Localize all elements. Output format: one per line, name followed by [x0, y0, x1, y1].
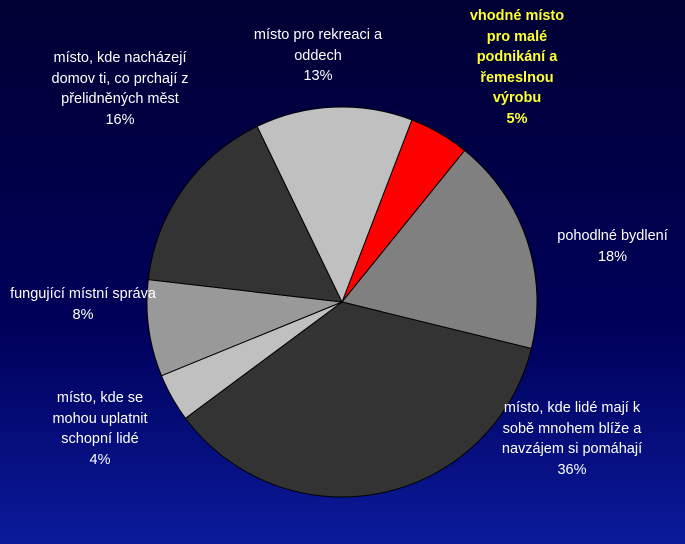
- slice-label: místo pro rekreaci a oddech 13%: [248, 25, 388, 87]
- pie-slice: [256, 106, 413, 304]
- category-name: místo, kde lidé mají k sobě mnohem blíže…: [501, 400, 643, 457]
- category-name: místo, kde nacházejí domov ti, co prchaj…: [51, 50, 189, 107]
- category-name: fungující místní správa: [10, 286, 156, 302]
- category-name: vhodné místo pro malé podnikání a řemesl…: [469, 8, 565, 106]
- value-label: 8%: [72, 306, 94, 323]
- pie-slice: [147, 125, 343, 303]
- value-label: 36%: [557, 461, 587, 478]
- slice-label: pohodlné bydlení 18%: [540, 226, 685, 267]
- category-name: místo, kde se mohou uplatnit schopní lid…: [52, 390, 148, 447]
- value-label: 13%: [303, 68, 333, 84]
- slice-label: fungující místní správa 8%: [8, 284, 158, 325]
- slice-label: místo, kde lidé mají k sobě mnohem blíže…: [497, 398, 647, 480]
- value-label: 16%: [105, 111, 135, 128]
- pie-slice: [341, 149, 538, 350]
- slice-label: místo, kde nacházejí domov ti, co prchaj…: [40, 48, 200, 130]
- value-label: 4%: [89, 451, 111, 468]
- slice-label: vhodné místo pro malé podnikání a řemesl…: [457, 6, 577, 129]
- value-label: 5%: [506, 110, 528, 127]
- value-label: 18%: [597, 248, 628, 265]
- pie-slice: [184, 301, 532, 498]
- category-name: místo pro rekreaci a oddech: [253, 27, 383, 64]
- pie-slice: [146, 279, 343, 377]
- slice-label: místo, kde se mohou uplatnit schopní lid…: [40, 388, 160, 470]
- category-name: pohodlné bydlení: [557, 228, 668, 244]
